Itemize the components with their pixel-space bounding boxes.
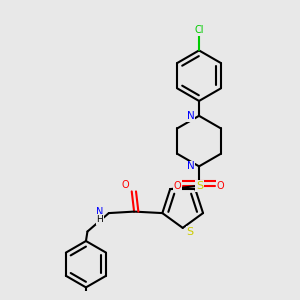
Text: N: N [187, 111, 195, 121]
Text: O: O [217, 181, 225, 191]
Text: O: O [122, 180, 129, 190]
Text: N: N [96, 207, 103, 217]
Text: Cl: Cl [194, 25, 204, 35]
Text: S: S [187, 227, 194, 237]
Text: S: S [196, 181, 203, 191]
Text: N: N [187, 161, 195, 171]
Text: O: O [173, 181, 181, 191]
Text: H: H [97, 215, 103, 224]
